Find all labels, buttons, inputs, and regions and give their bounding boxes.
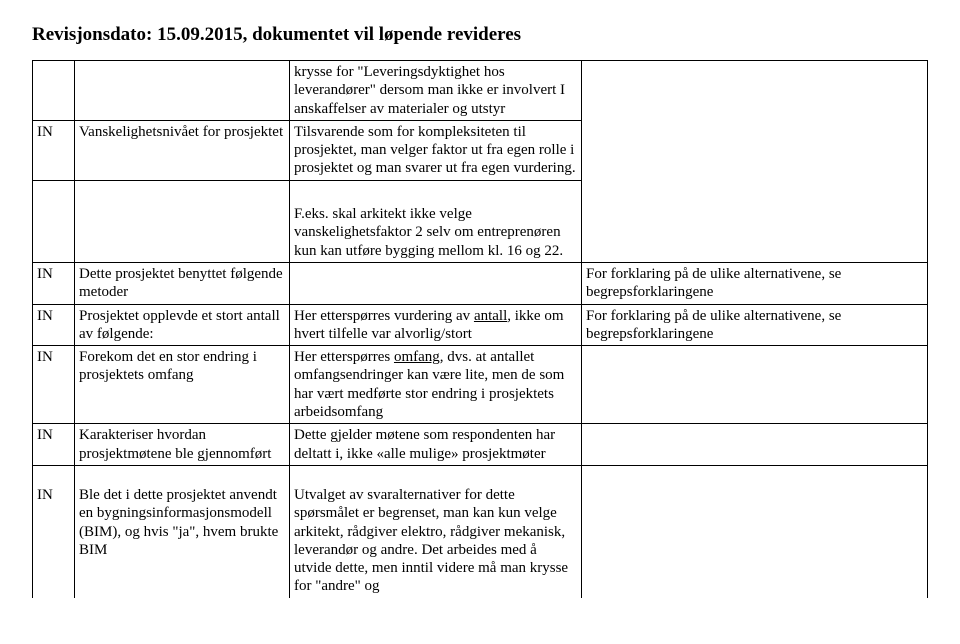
cell-col2: Her etterspørres vurdering av antall, ik… (290, 304, 582, 346)
cell-col0 (33, 203, 75, 262)
cell-col2: Tilsvarende som for kompleksiteten til p… (290, 120, 582, 180)
cell-col0 (33, 180, 75, 203)
cell-col0: IN (33, 346, 75, 424)
cell-col1 (75, 61, 290, 121)
cell-col1: Vanskelighetsnivået for prosjektet (75, 120, 290, 180)
cell-col1 (75, 465, 290, 484)
cell-col0: IN (33, 120, 75, 180)
cell-col3 (582, 484, 928, 598)
cell-col3: For forklaring på de ulike alternativene… (582, 304, 928, 346)
cell-col2: F.eks. skal arkitekt ikke velge vanskeli… (290, 203, 582, 262)
cell-col2: krysse for "Leveringsdyktighet hos lever… (290, 61, 582, 121)
table-row: IN Karakteriser hvordan prosjektmøtene b… (33, 424, 928, 466)
table-row: krysse for "Leveringsdyktighet hos lever… (33, 61, 928, 121)
cell-col1: Dette prosjektet benyttet følgende metod… (75, 262, 290, 304)
cell-col0: IN (33, 304, 75, 346)
cell-col1: Forekom det en stor endring i prosjektet… (75, 346, 290, 424)
cell-col1: Prosjektet opplevde et stort antall av f… (75, 304, 290, 346)
cell-col3 (582, 61, 928, 263)
table-row: IN Dette prosjektet benyttet følgende me… (33, 262, 928, 304)
cell-col1: Karakteriser hvordan prosjektmøtene ble … (75, 424, 290, 466)
table-row: IN Forekom det en stor endring i prosjek… (33, 346, 928, 424)
cell-col0: IN (33, 484, 75, 598)
cell-col1 (75, 203, 290, 262)
main-table: krysse for "Leveringsdyktighet hos lever… (32, 60, 928, 598)
table-row: IN Prosjektet opplevde et stort antall a… (33, 304, 928, 346)
text-fragment: Her etterspørres vurdering av (294, 308, 474, 324)
cell-col3 (582, 465, 928, 484)
cell-col3: For forklaring på de ulike alternativene… (582, 262, 928, 304)
cell-col2 (290, 465, 582, 484)
cell-col0: IN (33, 424, 75, 466)
cell-col1 (75, 180, 290, 203)
cell-col0: IN (33, 262, 75, 304)
cell-col3 (582, 346, 928, 424)
text-fragment: Her etterspørres (294, 349, 394, 365)
cell-col2: Her etterspørres omfang, dvs. at antalle… (290, 346, 582, 424)
page-header: Revisjonsdato: 15.09.2015, dokumentet vi… (32, 24, 928, 46)
cell-col0 (33, 465, 75, 484)
cell-col2: Utvalget av svaralternativer for dette s… (290, 484, 582, 598)
cell-col2 (290, 262, 582, 304)
underlined-text: omfang (394, 349, 440, 365)
table-row (33, 465, 928, 484)
cell-col3 (582, 424, 928, 466)
cell-col1: Ble det i dette prosjektet anvendt en by… (75, 484, 290, 598)
cell-col2 (290, 180, 582, 203)
cell-col0 (33, 61, 75, 121)
underlined-text: antall (474, 308, 507, 324)
cell-col2: Dette gjelder møtene som respondenten ha… (290, 424, 582, 466)
table-row: IN Ble det i dette prosjektet anvendt en… (33, 484, 928, 598)
